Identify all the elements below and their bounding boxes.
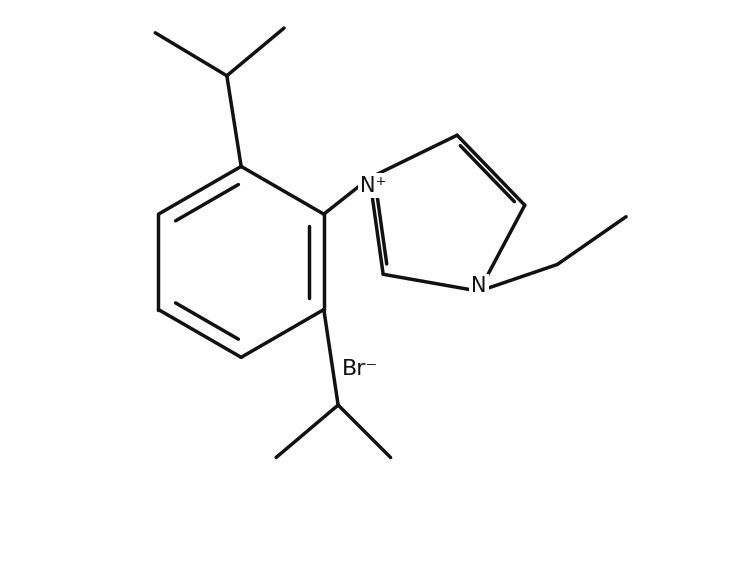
Text: N⁺: N⁺ <box>360 175 387 196</box>
Text: N: N <box>471 277 487 296</box>
Text: Br⁻: Br⁻ <box>343 358 379 379</box>
